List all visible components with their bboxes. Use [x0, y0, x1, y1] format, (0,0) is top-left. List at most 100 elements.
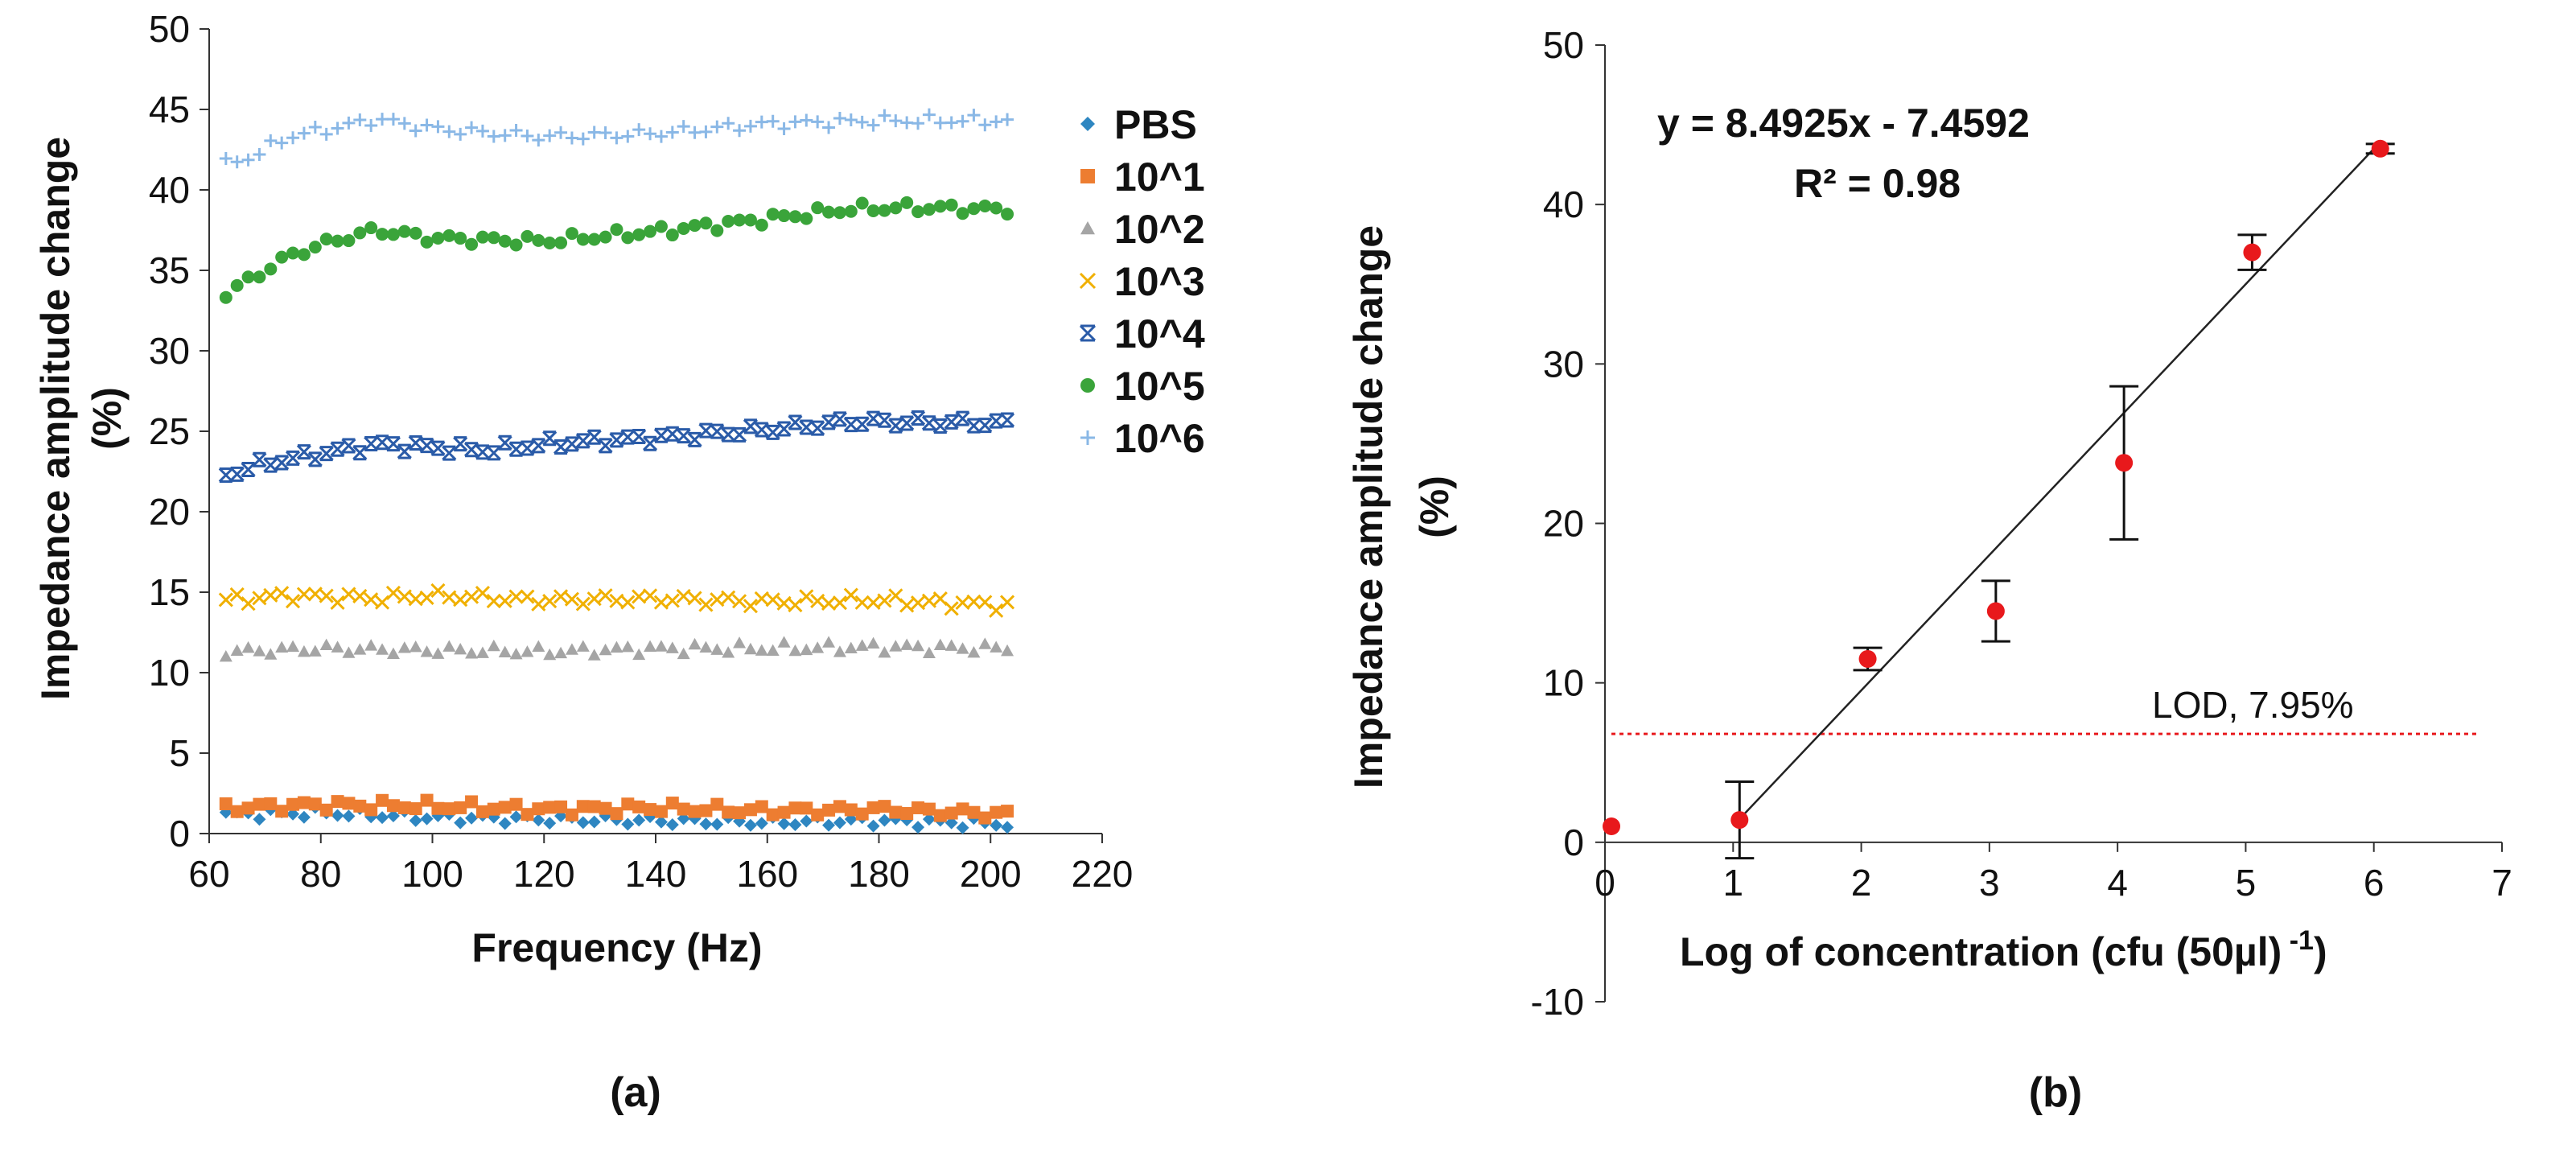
data-point	[776, 421, 792, 437]
panel-a-y-tick-label: 45	[149, 89, 190, 130]
data-point	[1001, 644, 1014, 657]
panel-a-x-tick-label: 220	[1072, 853, 1134, 895]
data-point	[889, 805, 903, 819]
data-point	[498, 645, 512, 657]
data-point	[532, 640, 545, 653]
legend-label: PBS	[1114, 102, 1197, 147]
data-point	[990, 818, 1003, 832]
data-point	[799, 419, 814, 435]
data-point	[465, 811, 479, 825]
data-point	[654, 640, 668, 652]
series-10^3	[218, 583, 1015, 618]
data-point	[632, 800, 646, 813]
data-point	[866, 636, 880, 649]
data-point	[1858, 649, 1877, 668]
data-point	[776, 595, 792, 611]
data-point	[1603, 817, 1620, 836]
data-point	[253, 147, 266, 161]
data-point	[520, 440, 535, 456]
data-point	[465, 121, 479, 134]
data-point	[286, 797, 300, 811]
data-point	[632, 429, 647, 445]
data-point	[721, 426, 736, 443]
data-point	[822, 803, 836, 817]
data-point	[854, 416, 870, 432]
panel-b-y-tick-label: 50	[1543, 24, 1584, 66]
legend-label: 10^2	[1114, 207, 1205, 252]
data-point	[465, 795, 479, 809]
data-point	[565, 643, 578, 655]
data-point	[409, 226, 422, 240]
data-point	[654, 130, 668, 143]
data-point	[644, 803, 657, 817]
panel-b-y-tick-label: -10	[1531, 981, 1584, 1023]
r-squared: R² = 0.98	[1794, 161, 1961, 206]
data-point	[610, 640, 623, 653]
data-point	[341, 438, 356, 454]
data-point	[2243, 243, 2261, 261]
data-point	[553, 589, 569, 604]
data-point	[654, 815, 668, 829]
data-point	[900, 116, 914, 130]
data-point	[854, 595, 870, 610]
data-point-group	[2365, 139, 2395, 158]
data-point	[811, 808, 825, 822]
data-point	[978, 811, 992, 825]
data-point	[733, 636, 747, 649]
data-point	[509, 797, 523, 811]
data-point	[755, 218, 768, 232]
data-point	[788, 801, 802, 815]
data-point	[230, 155, 244, 169]
data-point	[733, 124, 747, 138]
data-point-group	[2237, 233, 2267, 271]
data-point	[643, 588, 658, 603]
panel-b-x-tick-label: 7	[2492, 862, 2512, 904]
data-point	[599, 126, 612, 140]
data-point	[677, 221, 690, 235]
data-point	[307, 451, 323, 467]
data-point	[397, 224, 411, 238]
data-point	[800, 643, 813, 656]
data-point	[878, 645, 891, 658]
data-point	[420, 793, 434, 807]
data-point	[576, 132, 590, 146]
data-point	[665, 797, 679, 810]
data-point	[821, 414, 837, 430]
data-point	[990, 201, 1003, 215]
data-point	[665, 126, 679, 139]
data-point	[710, 643, 724, 655]
data-point	[554, 646, 568, 659]
data-point	[253, 644, 266, 657]
panel-b-y-tick-label: 10	[1543, 662, 1584, 704]
panel-a-y-tick-label: 25	[149, 410, 190, 452]
data-point	[754, 422, 769, 438]
data-point	[777, 636, 791, 648]
data-point	[844, 803, 858, 817]
data-point	[844, 113, 858, 126]
data-point	[743, 599, 758, 614]
data-point	[800, 814, 813, 828]
data-point	[799, 589, 814, 604]
data-point	[430, 440, 446, 456]
data-point	[598, 438, 613, 454]
data-point	[364, 592, 379, 607]
data-point	[621, 817, 635, 831]
legend-entry: 10^4	[1079, 311, 1205, 356]
data-point	[308, 644, 322, 657]
data-point	[932, 418, 948, 434]
data-point	[543, 129, 557, 142]
data-point	[264, 648, 278, 660]
data-point	[487, 130, 500, 143]
data-point	[777, 209, 791, 223]
data-point	[889, 114, 903, 128]
data-point	[699, 817, 713, 831]
data-point	[944, 601, 959, 616]
data-point-group	[1603, 817, 1620, 836]
data-point	[833, 800, 846, 813]
data-point	[621, 640, 635, 653]
data-point	[944, 816, 958, 830]
data-point	[229, 587, 245, 603]
data-point	[688, 219, 702, 233]
data-point	[241, 153, 255, 167]
data-point	[698, 597, 714, 612]
